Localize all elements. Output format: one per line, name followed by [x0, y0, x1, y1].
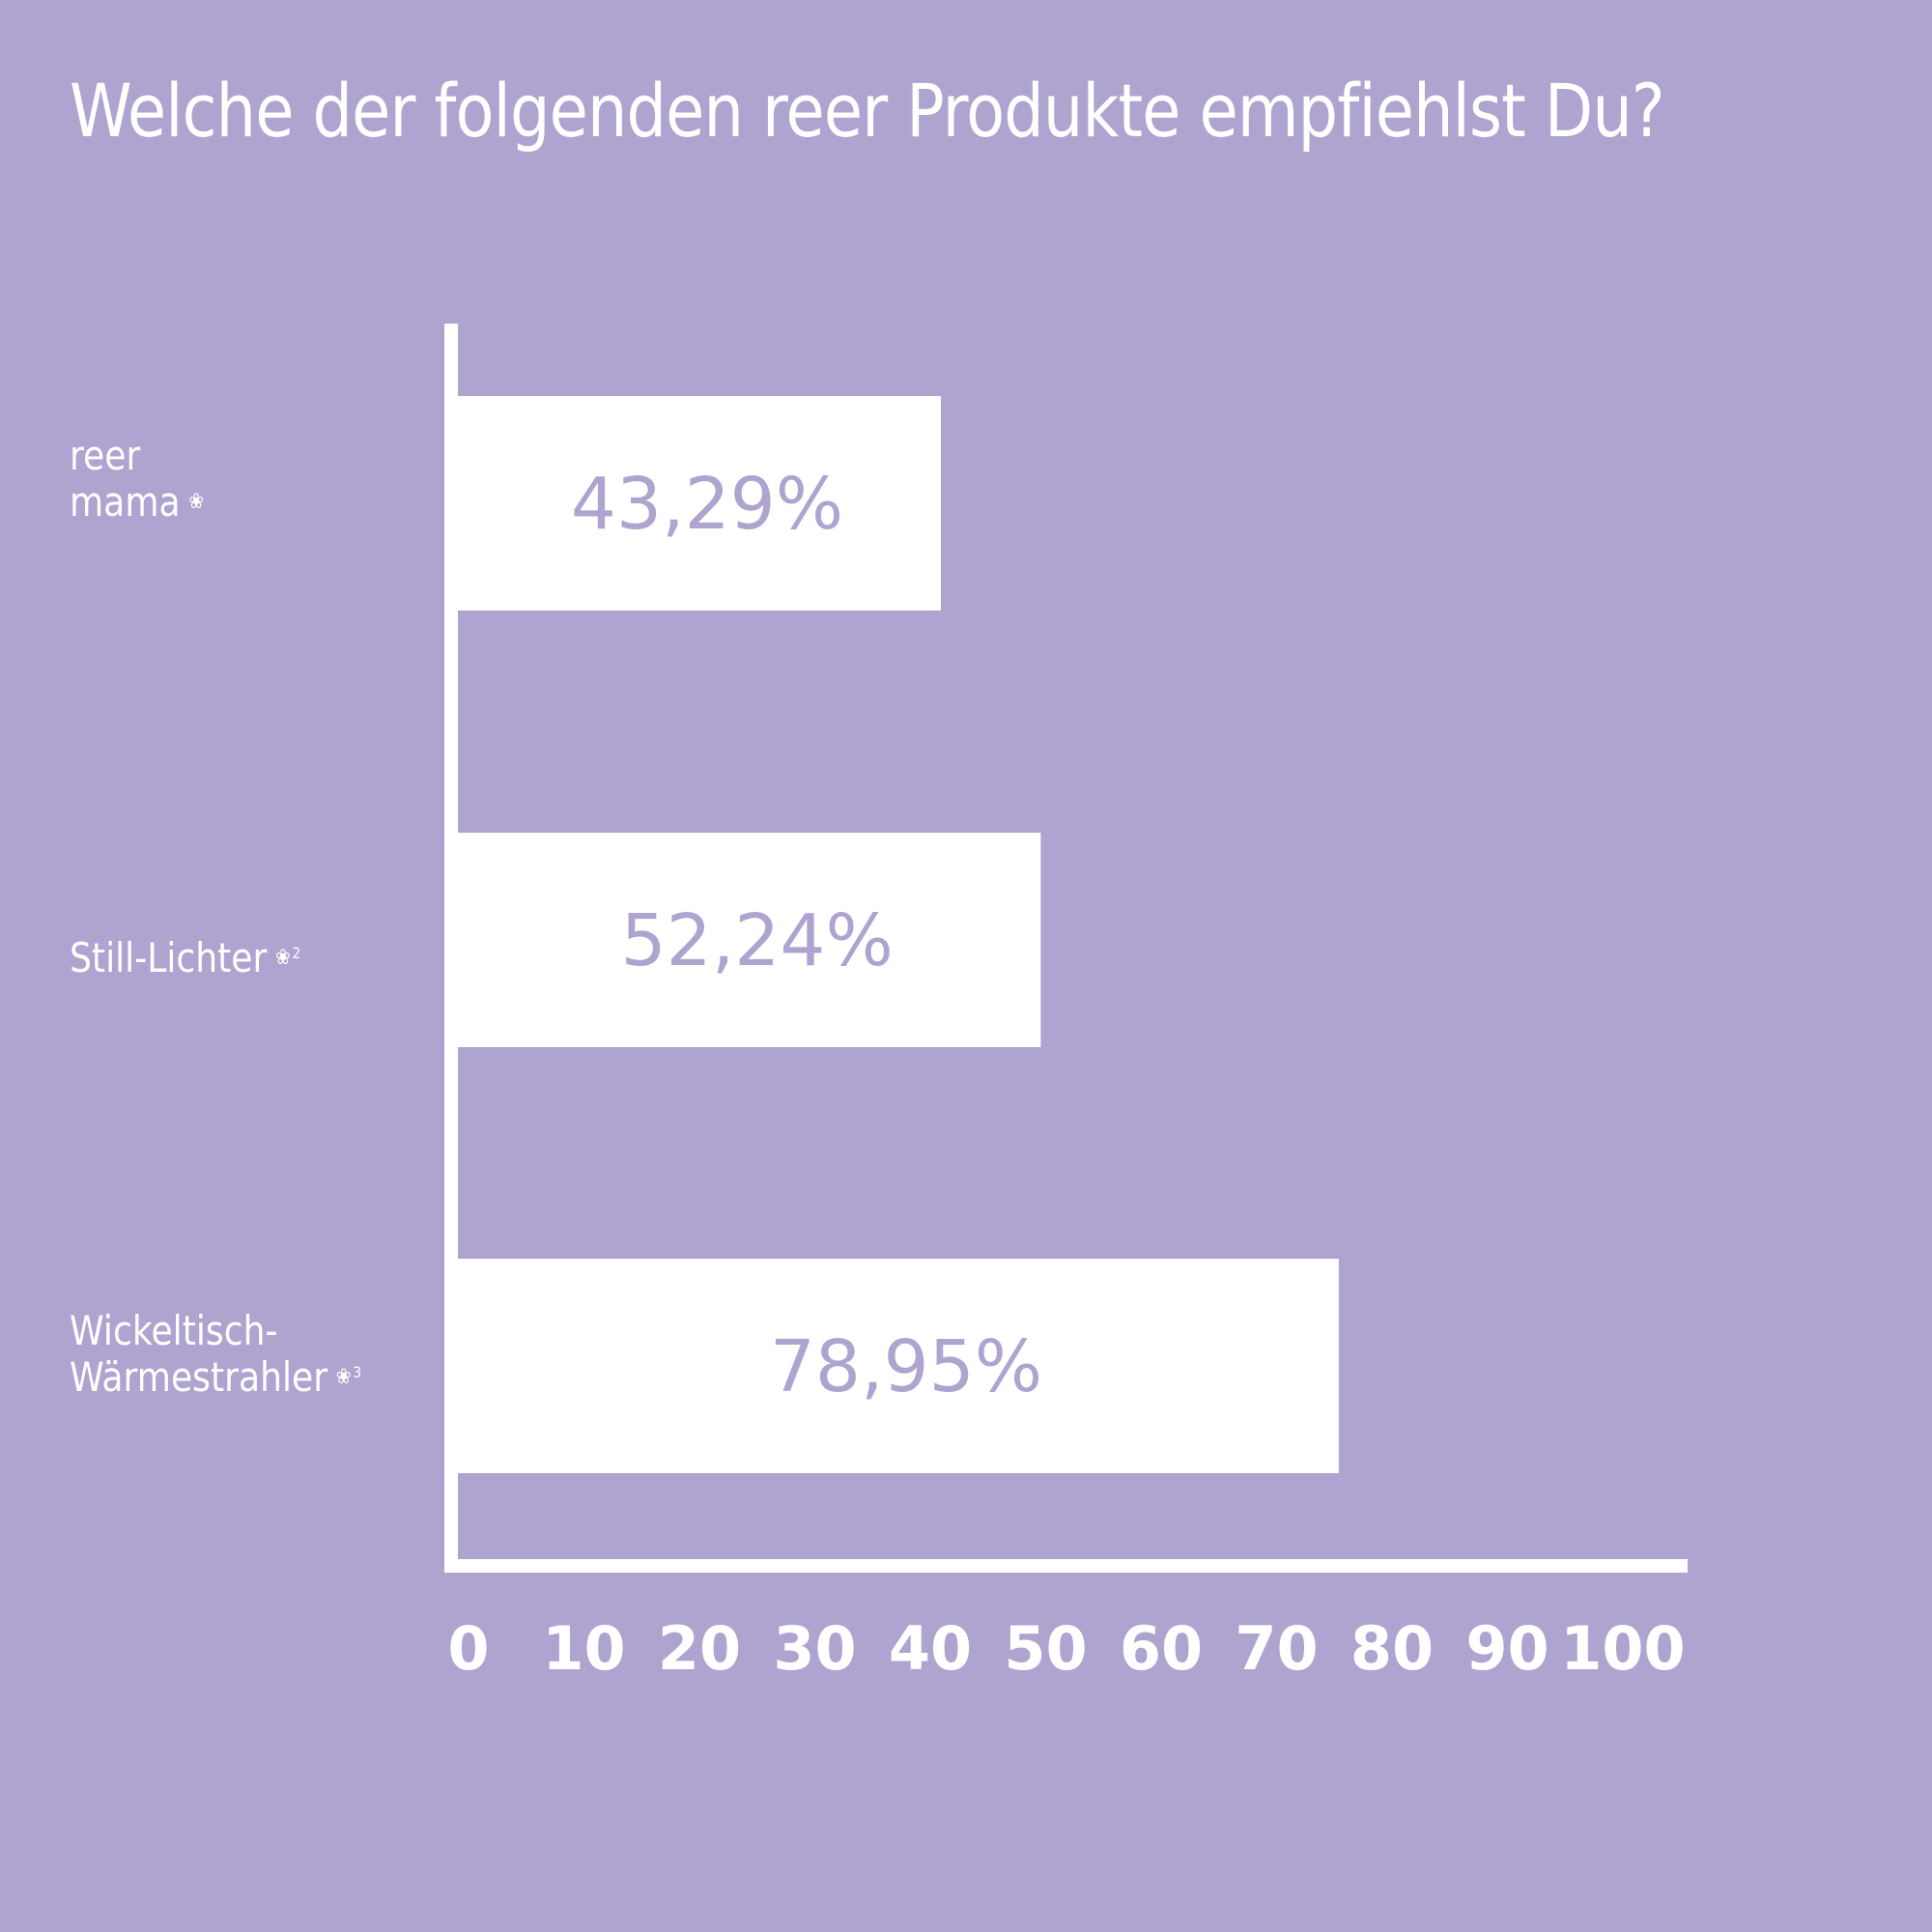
category-label-line: Wickeltisch- [70, 1307, 278, 1354]
category-label-line: Wärmestrahler ❀ 3 [70, 1353, 362, 1401]
footnote-marker: ❀ [188, 490, 206, 514]
x-tick-label: 100 [1560, 1613, 1685, 1684]
x-tick-label: 70 [1235, 1613, 1318, 1684]
bar [458, 1259, 1339, 1473]
x-tick-label: 90 [1465, 1613, 1548, 1684]
footnote-marker: ❀ 3 [335, 1363, 362, 1389]
x-tick-label: 80 [1350, 1613, 1434, 1684]
category-label-still-lichter: Still-Lichter ❀ 2 [70, 935, 300, 982]
category-label-line: Still-Lichter ❀ 2 [70, 934, 301, 981]
chart-title: Welche der folgenden reer Produkte empfi… [70, 68, 1665, 154]
flower-dots-icon: ❀ [274, 946, 291, 970]
x-tick-label: 20 [658, 1613, 741, 1684]
x-tick-label: 30 [773, 1613, 856, 1684]
x-tick-label: 10 [542, 1613, 625, 1684]
bar [458, 396, 941, 611]
flower-dots-icon: ❀ [335, 1365, 352, 1389]
flower-dots-icon: ❀ [188, 490, 205, 514]
x-axis-line [444, 1559, 1688, 1573]
bar [458, 833, 1041, 1047]
category-label-line: mama ❀ [70, 478, 206, 526]
x-tick-label: 50 [1004, 1613, 1087, 1684]
category-label-reer-mama: reer mama ❀ [70, 433, 206, 526]
bar-value-label: 78,95% [770, 1325, 1042, 1408]
footnote-marker: ❀ 2 [274, 944, 301, 970]
category-label-wickeltisch: Wickeltisch- Wärmestrahler ❀ 3 [70, 1308, 361, 1402]
bar-value-label: 52,24% [621, 899, 894, 982]
x-tick-label: 60 [1120, 1613, 1203, 1684]
category-label-line: reer [70, 432, 141, 479]
x-tick-label: 40 [889, 1613, 972, 1684]
y-axis-line [444, 324, 458, 1573]
x-tick-label: 0 [447, 1613, 489, 1684]
bar-value-label: 43,29% [571, 463, 843, 546]
